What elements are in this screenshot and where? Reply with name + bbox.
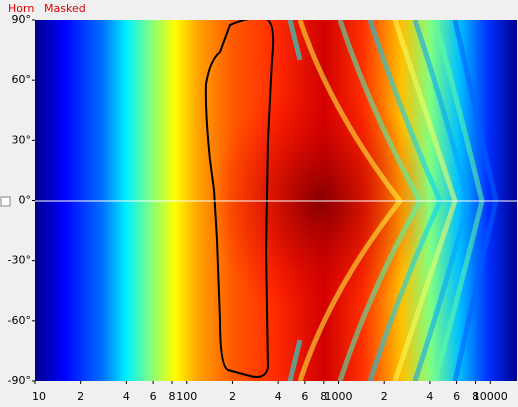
y-tick-label: -90° (8, 374, 31, 387)
menu-item[interactable]: Masked (44, 2, 86, 15)
y-tick-label: 90° (12, 13, 32, 26)
x-tick-label: 2 (229, 390, 236, 403)
x-tick-label: 2 (381, 390, 388, 403)
y-tick-label: -60° (8, 314, 31, 327)
x-tick-label: 6 (453, 390, 460, 403)
x-tick-label: 10 (32, 390, 46, 403)
x-tick-label: 1000 (325, 390, 353, 403)
contour-line (204, 20, 275, 378)
x-tick-label: 4 (123, 390, 130, 403)
menu-item[interactable]: Horn (8, 2, 34, 15)
x-tick-label: 6 (301, 390, 308, 403)
checkbox[interactable] (0, 196, 11, 207)
x-tick-label: 8 (472, 390, 479, 403)
x-tick-label: 8 (169, 390, 176, 403)
x-tick-label: 8 (320, 390, 327, 403)
x-tick-label: 10000 (473, 390, 508, 403)
x-tick-label: 100 (176, 390, 197, 403)
y-tick-label: 0° (19, 194, 32, 207)
x-tick-label: 2 (77, 390, 84, 403)
x-tick-label: 6 (150, 390, 157, 403)
y-tick-label: -30° (8, 254, 31, 267)
x-tick-label: 4 (275, 390, 282, 403)
x-tick-label: 4 (426, 390, 433, 403)
heatmap (35, 20, 517, 381)
y-tick-label: 30° (12, 133, 32, 146)
y-tick-label: 60° (12, 73, 32, 86)
